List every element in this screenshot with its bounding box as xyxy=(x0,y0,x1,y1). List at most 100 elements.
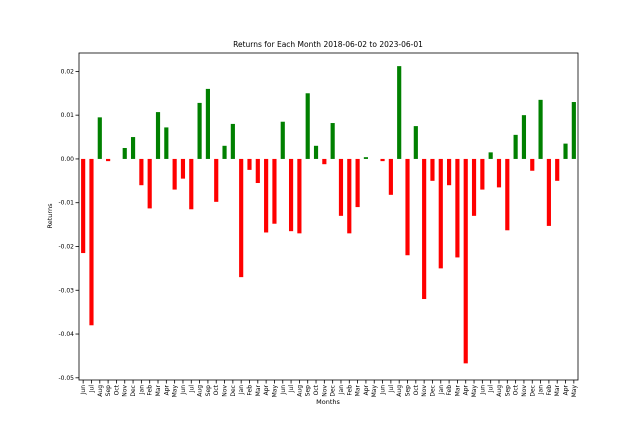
bar xyxy=(521,115,527,159)
x-tick-label: Jan xyxy=(238,385,245,395)
bar xyxy=(89,158,94,326)
x-tick-label: Jul xyxy=(288,385,295,394)
x-tick-label: Jan xyxy=(138,385,145,395)
bar xyxy=(422,158,427,300)
x-tick-label: Dec xyxy=(130,385,137,397)
x-tick-label: Feb xyxy=(246,385,253,396)
bar xyxy=(197,102,202,159)
x-tick-label: Sep xyxy=(504,385,511,397)
bar xyxy=(355,158,360,208)
x-tick-label: Oct xyxy=(513,384,520,395)
x-tick-label: Aug xyxy=(396,385,403,397)
bar xyxy=(571,102,576,159)
x-tick-label: Jun xyxy=(280,385,287,396)
x-tick-label: Sep xyxy=(305,385,312,397)
x-tick-label: Oct xyxy=(213,384,220,395)
x-tick-label: Nov xyxy=(521,385,528,397)
bar xyxy=(463,158,468,364)
bar xyxy=(455,158,460,258)
y-tick-label: -0.04 xyxy=(58,331,74,338)
bar xyxy=(81,158,86,254)
y-tick-label: -0.05 xyxy=(58,375,74,382)
bar xyxy=(305,93,310,159)
x-tick-label: Nov xyxy=(321,385,328,397)
bar xyxy=(555,158,560,181)
x-axis-label: Months xyxy=(316,398,340,406)
x-tick-label: Jan xyxy=(538,385,545,395)
bar xyxy=(397,66,402,159)
bar xyxy=(205,88,210,159)
bar xyxy=(122,147,127,159)
x-tick-label: Sep xyxy=(405,385,412,397)
x-tick-label: Feb xyxy=(346,385,353,396)
bar xyxy=(139,158,144,186)
x-tick-label: Sep xyxy=(105,385,112,397)
bar xyxy=(155,112,161,159)
bar xyxy=(338,158,344,216)
bar xyxy=(297,158,302,234)
x-tick-label: May xyxy=(571,385,578,398)
bar xyxy=(496,158,502,188)
x-tick-label: Apr xyxy=(263,384,270,395)
x-tick-label: Apr xyxy=(163,384,170,395)
bar xyxy=(488,152,493,159)
bar xyxy=(505,158,510,231)
x-tick-label: Jul xyxy=(488,385,495,394)
bar xyxy=(430,158,435,181)
bar xyxy=(280,121,285,159)
bar xyxy=(447,158,452,186)
x-tick-label: Jul xyxy=(88,385,95,394)
bar xyxy=(189,158,194,210)
x-tick-label: Dec xyxy=(230,385,237,397)
bar xyxy=(222,145,227,159)
x-tick-label: Mar xyxy=(355,384,362,396)
x-tick-label: Nov xyxy=(122,385,129,397)
x-tick-label: Dec xyxy=(429,385,436,397)
bar xyxy=(538,99,543,159)
x-tick-label: Aug xyxy=(97,385,104,397)
bar xyxy=(147,158,152,209)
bar xyxy=(480,158,485,190)
x-tick-label: May xyxy=(172,385,179,398)
bar xyxy=(380,158,385,162)
x-tick-label: Jun xyxy=(180,385,187,396)
bar xyxy=(97,117,102,159)
x-tick-label: Mar xyxy=(155,384,162,396)
x-tick-label: Jun xyxy=(380,385,387,396)
x-tick-label: Aug xyxy=(197,385,204,397)
x-tick-label: Jun xyxy=(479,385,486,396)
x-tick-label: Mar xyxy=(454,384,461,396)
x-tick-label: Jan xyxy=(338,385,345,395)
y-tick-label: -0.01 xyxy=(58,200,74,207)
bar xyxy=(164,127,169,159)
bar xyxy=(363,157,369,159)
bar xyxy=(214,158,219,202)
bar xyxy=(272,158,277,224)
x-tick-label: Mar xyxy=(554,384,561,396)
x-tick-label: Jun xyxy=(80,385,87,396)
plot-frame xyxy=(78,52,579,381)
bar xyxy=(546,158,551,226)
x-tick-label: Dec xyxy=(330,385,337,397)
x-tick-label: Aug xyxy=(496,385,503,397)
x-tick-label: Feb xyxy=(446,385,453,396)
bar xyxy=(347,158,352,234)
x-tick-label: Nov xyxy=(421,385,428,397)
bar xyxy=(513,134,518,159)
x-tick-label: Aug xyxy=(296,385,303,397)
y-tick-label: -0.03 xyxy=(58,287,74,294)
bar xyxy=(322,158,327,165)
bar xyxy=(530,158,535,171)
bar xyxy=(264,158,269,233)
bar xyxy=(106,158,111,162)
x-tick-label: May xyxy=(271,385,278,398)
bar xyxy=(330,123,335,159)
y-tick-label: 0.02 xyxy=(61,68,75,75)
x-tick-label: May xyxy=(371,385,378,398)
bar xyxy=(247,158,252,170)
y-tick-label: 0.00 xyxy=(61,156,75,163)
bar xyxy=(405,158,410,256)
bar xyxy=(180,158,186,179)
y-tick-label: 0.01 xyxy=(61,112,75,119)
